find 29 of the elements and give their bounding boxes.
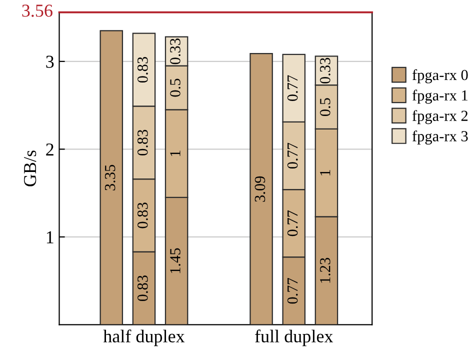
- x-tick-label: half duplex: [103, 330, 185, 346]
- data-label: 1: [170, 150, 180, 156]
- data-label: 1.23: [320, 258, 330, 283]
- y-tick-label: 2: [46, 143, 54, 156]
- y-axis-title: GB/s: [24, 150, 36, 186]
- legend-label: fpga-rx 0: [412, 69, 468, 84]
- data-label: 0.77: [287, 142, 298, 169]
- data-label: 0.83: [137, 202, 148, 228]
- data-label: 0.83: [137, 56, 148, 83]
- data-label: 3.35: [104, 164, 116, 190]
- data-label: 0.83: [137, 130, 148, 156]
- y-tick-label: 3: [46, 56, 54, 68]
- data-label: 1.45: [170, 248, 180, 274]
- data-label: 0.77: [287, 210, 298, 236]
- legend-label: fpga-rx 2: [412, 110, 468, 124]
- x-tick-label: full duplex: [255, 330, 334, 346]
- legend-label: fpga-rx 3: [412, 130, 468, 145]
- data-label: 0.83: [137, 275, 148, 302]
- data-label: 0.33: [170, 38, 180, 64]
- data-label: 0.77: [287, 75, 298, 101]
- data-label: 0.5: [320, 98, 330, 116]
- data-label: 1: [320, 170, 330, 176]
- data-label: 0.5: [170, 78, 180, 97]
- data-label: 3.09: [254, 176, 266, 202]
- data-label: 0.33: [320, 58, 330, 84]
- data-label: 0.77: [287, 278, 298, 304]
- ref-line-label: 3.56: [22, 4, 52, 17]
- legend-label: fpga-rx 1: [412, 90, 468, 104]
- y-tick-label: 1: [46, 231, 54, 244]
